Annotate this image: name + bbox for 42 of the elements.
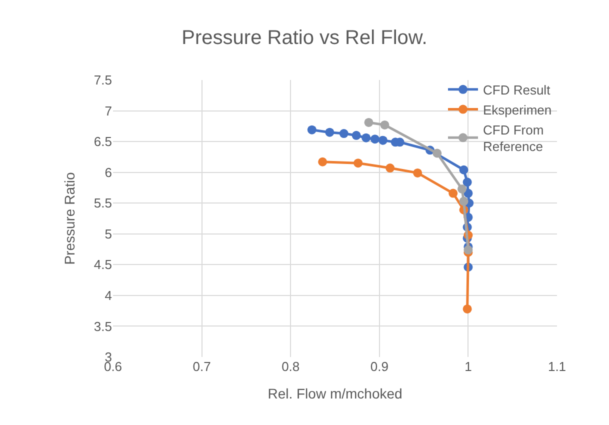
x-tick-label: 1.1 xyxy=(548,359,566,374)
y-tick-label: 6 xyxy=(104,164,112,180)
point xyxy=(307,125,316,134)
point xyxy=(448,188,458,198)
point xyxy=(413,168,422,178)
x-tick-label: 0.8 xyxy=(282,359,300,374)
legend-label: CFD From Reference xyxy=(483,122,544,154)
y-tick-label: 6.5 xyxy=(94,134,112,150)
point xyxy=(318,157,328,166)
point xyxy=(386,164,395,173)
point xyxy=(459,196,468,206)
point xyxy=(364,118,374,127)
x-tick-label: 0.9 xyxy=(370,359,388,374)
y-tick-label: 5.5 xyxy=(94,196,112,211)
point xyxy=(362,133,371,142)
x-axis-title: Rel. Flow m/mchoked xyxy=(268,385,402,402)
y-tick-label: 7 xyxy=(104,103,112,118)
point xyxy=(325,128,334,137)
x-tick-label: 1 xyxy=(464,359,472,374)
y-tick-label: 4.5 xyxy=(94,257,112,272)
y-tick-label: 7.5 xyxy=(94,72,112,88)
point xyxy=(370,134,380,144)
chart-title: Pressure Ratio vs Rel Flow. xyxy=(182,26,428,49)
point xyxy=(352,130,361,140)
y-tick-label: 4 xyxy=(104,288,112,303)
point xyxy=(432,148,442,158)
y-axis-title: Pressure Ratio xyxy=(62,172,78,265)
point xyxy=(339,129,348,138)
point xyxy=(354,158,363,168)
point xyxy=(380,120,390,130)
point xyxy=(459,165,468,174)
point xyxy=(457,184,466,194)
legend-label: Eksperimen xyxy=(483,102,552,118)
point xyxy=(462,178,472,187)
legend-label: CFD Result xyxy=(483,82,551,98)
x-tick-label: 0.7 xyxy=(192,359,211,374)
y-tick-label: 5 xyxy=(104,226,112,242)
point xyxy=(378,136,388,145)
point xyxy=(464,188,473,198)
point xyxy=(462,304,472,314)
point xyxy=(464,245,473,254)
y-tick-label: 3.5 xyxy=(94,318,112,334)
